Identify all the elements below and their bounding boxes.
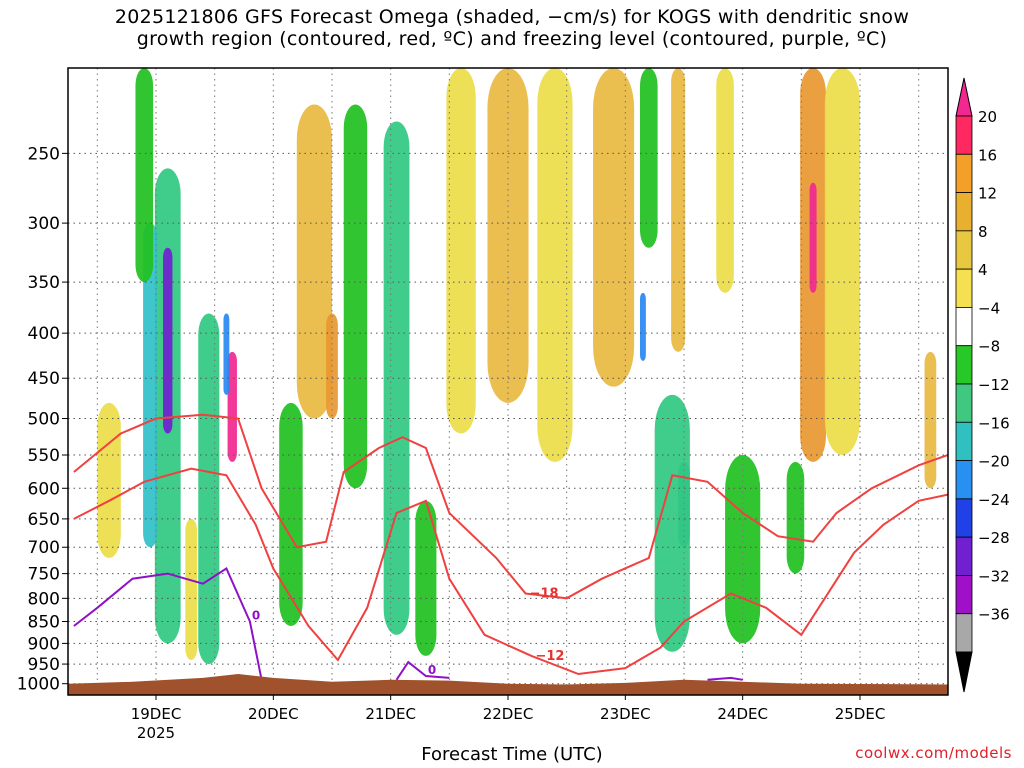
colorbar-swatch-13	[955, 613, 973, 653]
omega-cell-3	[198, 313, 220, 665]
omega-cell-12	[343, 104, 368, 489]
x-tick-label-23DEC: 23DEC	[600, 705, 651, 723]
colorbar-label-8: −16	[978, 414, 1010, 432]
colorbar-swatch-9	[955, 460, 973, 500]
freezing-contour-2	[707, 676, 743, 681]
colorbar-bottom-arrow	[955, 651, 973, 693]
colorbar-label-9: −20	[978, 453, 1010, 471]
colorbar-swatch-0	[955, 115, 973, 155]
y-tick-label-600: 600	[28, 479, 60, 499]
grid-lines	[68, 68, 948, 695]
omega-cell-1	[163, 247, 173, 434]
colorbar-label-2: 12	[978, 185, 997, 203]
colorbar-swatch-7	[955, 383, 973, 423]
y-tick-label-650: 650	[28, 510, 60, 530]
omega-cell-16	[487, 68, 529, 403]
x-tick-label-19DEC: 19DEC	[131, 705, 182, 723]
omega-cell-11	[279, 402, 303, 626]
colorbar-swatch-6	[955, 345, 973, 385]
colorbar-label-6: −8	[978, 338, 1000, 356]
colorbar-label-4: 4	[978, 261, 988, 279]
colorbar-label-13: −36	[978, 606, 1010, 624]
omega-cell-24	[716, 68, 734, 293]
omega-cell-20	[671, 68, 686, 352]
omega-cell-2	[143, 223, 158, 548]
terrain-fill	[68, 674, 948, 695]
colorbar-label-7: −12	[978, 376, 1010, 394]
x-tick-label-20DEC: 20DEC	[248, 705, 299, 723]
colorbar-top-arrow	[955, 77, 973, 117]
colorbar-label-12: −32	[978, 567, 1010, 585]
freezing-contour-1	[395, 660, 450, 681]
omega-cell-18	[593, 68, 635, 387]
colorbar-swatch-12	[955, 575, 973, 615]
y-tick-label-850: 850	[28, 613, 60, 633]
omega-cell-9	[296, 104, 332, 419]
omega-cell-25	[725, 454, 761, 644]
colorbar-label-11: −28	[978, 529, 1010, 547]
omega-cell-23	[640, 292, 646, 361]
omega-cell-27	[809, 182, 817, 293]
freezing-contour-label-0: 0	[252, 609, 260, 623]
colorbar-swatch-1	[955, 153, 973, 193]
y-tick-label-300: 300	[28, 214, 60, 234]
y-tick-label-750: 750	[28, 565, 60, 585]
y-tick-label-550: 550	[28, 446, 60, 466]
dgz-contour-label-0: −18	[530, 587, 559, 602]
omega-cell-17	[537, 68, 573, 462]
omega-cell-28	[786, 461, 805, 574]
y-tick-label-250: 250	[28, 144, 60, 164]
freezing-contour-label-1: 0	[428, 663, 436, 677]
omega-cell-5	[223, 313, 230, 395]
dgz-contour-0	[73, 413, 948, 600]
credit-link[interactable]: coolwx.com/models	[855, 744, 1012, 762]
colorbar-label-1: 16	[978, 146, 997, 164]
colorbar-label-5: −4	[978, 299, 1000, 317]
omega-cell-6	[135, 68, 154, 283]
colorbar-label-0: 20	[978, 108, 997, 126]
colorbar-swatch-2	[955, 192, 973, 232]
omega-shading	[97, 68, 937, 665]
x-tick-label-22DEC: 22DEC	[483, 705, 534, 723]
omega-cell-22	[654, 394, 690, 652]
y-tick-label-900: 900	[28, 634, 60, 654]
y-tick-label-350: 350	[28, 273, 60, 293]
y-tick-label-450: 450	[28, 369, 60, 389]
chart-title: 2025121806 GFS Forecast Omega (shaded, −…	[0, 6, 1024, 50]
colorbar-swatch-3	[955, 230, 973, 270]
x-year-label: 2025	[137, 724, 175, 742]
omega-cell-19	[640, 68, 658, 248]
dgz-contour-1	[73, 467, 948, 676]
omega-cell-4	[227, 351, 237, 462]
omega-cell-13	[383, 121, 410, 635]
x-tick-label-24DEC: 24DEC	[717, 705, 768, 723]
colorbar-swatch-4	[955, 268, 973, 308]
omega-cell-15	[446, 68, 476, 434]
omega-cell-30	[924, 351, 937, 489]
colorbar-swatch-5	[955, 307, 973, 347]
dgz-contour-label-1: −12	[535, 649, 564, 664]
colorbar-label-3: 8	[978, 223, 988, 241]
y-tick-label-800: 800	[28, 589, 60, 609]
y-tick-label-1000: 1000	[17, 675, 60, 695]
colorbar-swatch-8	[955, 421, 973, 461]
omega-cell-7	[97, 402, 121, 559]
y-tick-label-950: 950	[28, 655, 60, 675]
title-line-1: 2025121806 GFS Forecast Omega (shaded, −…	[114, 6, 910, 28]
y-tick-label-500: 500	[28, 410, 60, 430]
colorbar-label-10: −24	[978, 491, 1010, 509]
x-tick-label-25DEC: 25DEC	[835, 705, 886, 723]
omega-cell-14	[415, 500, 437, 656]
colorbar-swatch-10	[955, 498, 973, 538]
title-line-2: growth region (contoured, red, ºC) and f…	[136, 28, 888, 50]
colorbar-swatch-11	[955, 536, 973, 576]
freezing-contour-0	[73, 567, 263, 680]
x-tick-label-21DEC: 21DEC	[365, 705, 416, 723]
y-tick-label-400: 400	[28, 324, 60, 344]
omega-cell-8	[185, 518, 198, 661]
omega-cell-29	[824, 68, 860, 455]
y-tick-label-700: 700	[28, 538, 60, 558]
x-axis-label: Forecast Time (UTC)	[421, 744, 603, 765]
